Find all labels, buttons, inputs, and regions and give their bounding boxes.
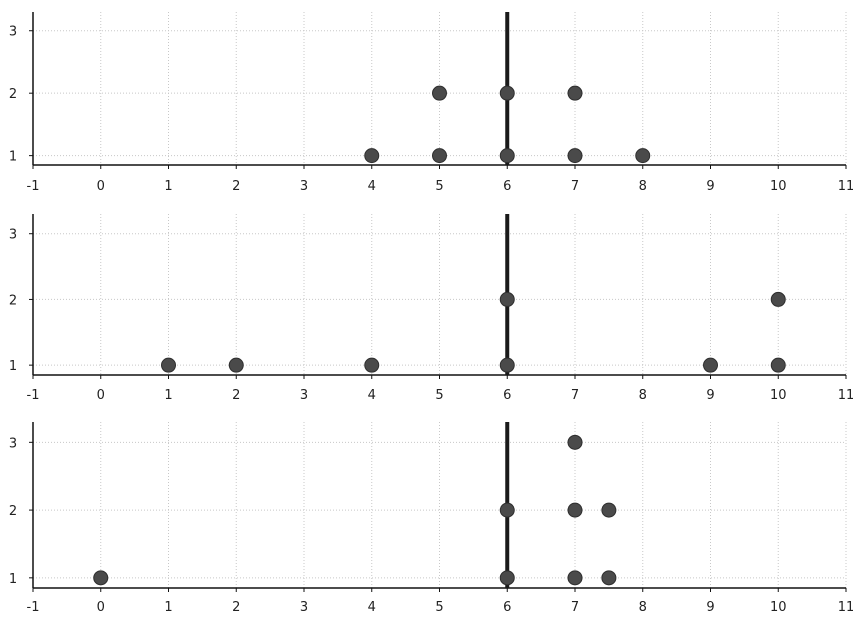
panel-2-data-point <box>499 291 515 307</box>
panel-3-x-tick-label: 11 <box>838 600 853 615</box>
panel-2-y-tick-label: 3 <box>9 228 17 243</box>
panel-3-data-point <box>601 502 617 518</box>
panel-3-y-tick-label: 1 <box>9 572 17 587</box>
panel-3-x-tick-label: 4 <box>368 600 376 615</box>
panel-1-data-point <box>567 85 583 101</box>
panel-2-data-point <box>228 357 244 373</box>
panel-2-y-tick-label: 1 <box>9 359 17 374</box>
panel-2-data-point <box>703 357 718 373</box>
panel-1-x-tick-label: -1 <box>27 179 40 194</box>
panel-2-data-point <box>770 357 786 373</box>
panel-1-data-point <box>635 148 651 164</box>
panel-1-x-tick-label: 3 <box>300 179 308 194</box>
panel-2-x-tick-label: 9 <box>706 388 714 403</box>
panel-2-x-tick-label: 1 <box>164 388 172 403</box>
panel-3-y-tick-label: 2 <box>9 504 17 519</box>
panel-1-y-tick-label: 2 <box>9 87 17 102</box>
panel-2-x-tick-label: 10 <box>770 388 787 403</box>
panel-1-x-tick-label: 11 <box>838 179 853 194</box>
panel-2-y-tick-label: 2 <box>9 293 17 308</box>
panel-1-x-tick-label: 7 <box>571 179 579 194</box>
panel-3-data-point <box>601 570 617 586</box>
panel-1-data-point <box>499 85 515 101</box>
panel-2-x-tick-label: 3 <box>300 388 308 403</box>
panel-2-x-tick-label: 7 <box>571 388 579 403</box>
panel-1-data-point <box>364 148 380 164</box>
panel-2-x-tick-label: 5 <box>435 388 443 403</box>
panel-3-data-point <box>499 502 515 518</box>
panel-1-data-point <box>499 148 515 164</box>
panel-2-x-tick-label: 0 <box>97 388 105 403</box>
panel-3-x-tick-label: 7 <box>571 600 579 615</box>
panel-3-x-tick-label: 1 <box>164 600 172 615</box>
panel-1-x-tick-label: 9 <box>706 179 714 194</box>
panel-2-data-point <box>499 357 515 373</box>
panel-3-x-tick-label: 10 <box>770 600 787 615</box>
panel-3-data-point <box>93 570 109 586</box>
panel-2-x-tick-label: 2 <box>232 388 240 403</box>
panel-1-x-tick-label: 5 <box>435 179 443 194</box>
panel-3-x-tick-label: 8 <box>639 600 647 615</box>
panel-2-x-tick-label: 11 <box>838 388 853 403</box>
panel-1-x-tick-label: 0 <box>97 179 105 194</box>
panel-2-data-point <box>364 357 380 373</box>
panel-3-data-point <box>567 502 583 518</box>
panel-2-x-tick-label: 8 <box>639 388 647 403</box>
panel-3-data-point <box>567 434 583 450</box>
panel-1-x-tick-label: 1 <box>164 179 172 194</box>
panel-3-x-tick-label: 2 <box>232 600 240 615</box>
panel-3-x-tick-label: 5 <box>435 600 443 615</box>
panel-1-x-tick-label: 8 <box>639 179 647 194</box>
panel-1-x-tick-label: 10 <box>770 179 787 194</box>
panel-2-x-tick-label: 6 <box>503 388 511 403</box>
panel-3-x-tick-label: -1 <box>27 600 40 615</box>
panel-1-y-tick-label: 3 <box>9 25 17 40</box>
panel-2-data-point <box>770 291 786 307</box>
panel-2-x-tick-label: -1 <box>27 388 40 403</box>
panel-3-x-tick-label: 0 <box>97 600 105 615</box>
panel-3-y-tick-label: 3 <box>9 436 17 451</box>
panel-1-x-tick-label: 4 <box>368 179 376 194</box>
panel-1-y-tick-label: 1 <box>9 150 17 165</box>
panel-3-data-point <box>499 570 515 586</box>
panel-1-data-point <box>432 85 447 101</box>
panel-1-x-tick-label: 2 <box>232 179 240 194</box>
panel-1-data-point <box>567 148 583 164</box>
panel-2-data-point <box>161 357 176 373</box>
panel-3-data-point <box>567 570 583 586</box>
panel-3-x-tick-label: 3 <box>300 600 308 615</box>
panel-1-data-point <box>432 148 447 164</box>
panel-3-x-tick-label: 9 <box>706 600 714 615</box>
panel-2-x-tick-label: 4 <box>368 388 376 403</box>
panel-1-x-tick-label: 6 <box>503 179 511 194</box>
panel-3-x-tick-label: 6 <box>503 600 511 615</box>
